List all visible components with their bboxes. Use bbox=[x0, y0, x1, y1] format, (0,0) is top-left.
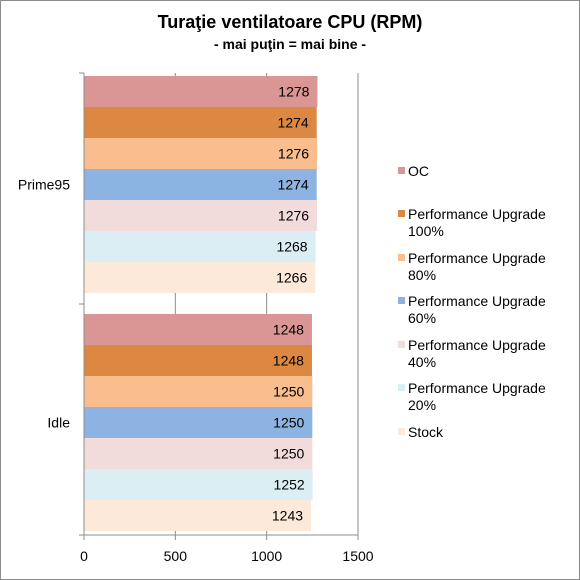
bar bbox=[84, 314, 312, 345]
data-label: 1252 bbox=[274, 477, 305, 493]
bar bbox=[84, 407, 313, 438]
legend-entry-label: OC bbox=[408, 163, 429, 179]
legend-swatch bbox=[398, 167, 405, 174]
bar bbox=[84, 107, 317, 138]
data-label: 1274 bbox=[278, 177, 309, 193]
legend-entry-label: Performance Upgrade 20% bbox=[408, 380, 546, 413]
legend: OC Performance Upgrade 100% Performance Upg… bbox=[398, 163, 546, 440]
bar bbox=[84, 469, 313, 500]
legend-entry-label: Stock bbox=[408, 424, 444, 440]
data-label: 1276 bbox=[278, 146, 309, 162]
legend-entry-label: Performance Upgrade 60% bbox=[408, 293, 546, 326]
axis-layer: Prime95 Idle 0 500 1000 1500 bbox=[18, 72, 374, 564]
legend-entry-label: Performance Upgrade 40% bbox=[408, 337, 546, 370]
bars-layer: 1278 1274 1276 1274 1276 1268 1266 1248 1248 1250… bbox=[84, 76, 318, 531]
legend-entry-label: Performance Upgrade 100% bbox=[408, 206, 546, 239]
data-label: 1243 bbox=[272, 508, 303, 524]
legend-swatch bbox=[398, 210, 405, 217]
x-tick-label: 1500 bbox=[342, 548, 373, 564]
bar bbox=[84, 500, 312, 531]
data-label: 1278 bbox=[278, 84, 309, 100]
chart-title: Turaţie ventilatoare CPU (RPM) bbox=[158, 12, 423, 32]
bar bbox=[84, 376, 313, 407]
bar bbox=[84, 138, 318, 169]
data-label: 1248 bbox=[273, 322, 304, 338]
legend-swatch bbox=[398, 254, 405, 261]
bar bbox=[84, 345, 312, 376]
category-label: Prime95 bbox=[18, 177, 70, 193]
x-tick-label: 1000 bbox=[251, 548, 282, 564]
legend-entry-label: Performance Upgrade 80% bbox=[408, 250, 546, 283]
bar bbox=[84, 438, 313, 469]
chart-subtitle: - mai puţin = mai bine - bbox=[214, 36, 366, 52]
data-label: 1268 bbox=[276, 239, 307, 255]
data-label: 1276 bbox=[278, 208, 309, 224]
data-label: 1248 bbox=[273, 353, 304, 369]
data-label: 1266 bbox=[276, 270, 307, 286]
x-tick-label: 0 bbox=[80, 548, 88, 564]
legend-swatch bbox=[398, 428, 405, 435]
bar bbox=[84, 231, 316, 262]
data-label: 1250 bbox=[273, 384, 304, 400]
legend-swatch bbox=[398, 297, 405, 304]
legend-swatch bbox=[398, 341, 405, 348]
data-label: 1250 bbox=[273, 415, 304, 431]
data-label: 1274 bbox=[278, 115, 309, 131]
bar bbox=[84, 169, 317, 200]
legend-swatch bbox=[398, 384, 405, 391]
bar bbox=[84, 200, 318, 231]
data-label: 1250 bbox=[273, 446, 304, 462]
bar bbox=[84, 262, 316, 293]
bar bbox=[84, 76, 318, 107]
category-label: Idle bbox=[47, 415, 70, 431]
x-tick-label: 500 bbox=[164, 548, 188, 564]
